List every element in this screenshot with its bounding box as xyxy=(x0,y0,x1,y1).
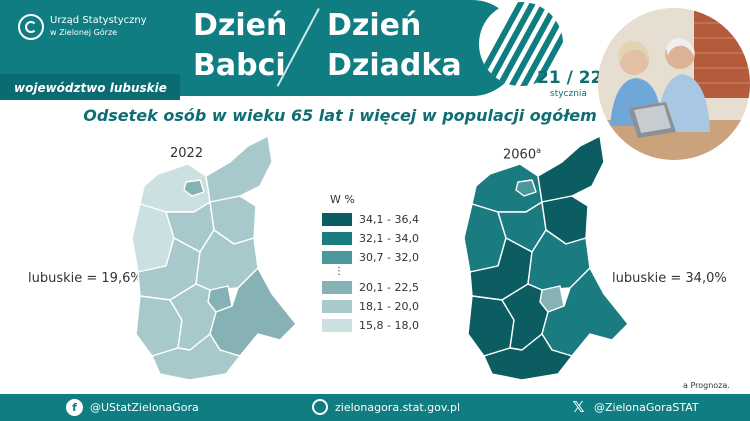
logo-icon xyxy=(18,14,44,40)
map-2060-region-far-south xyxy=(483,333,573,381)
region-banner xyxy=(0,74,180,100)
legend-label: 32,1 - 34,0 xyxy=(359,232,419,245)
twitter-handle: @ZielonaGoraSTAT xyxy=(594,401,699,414)
statistics-office-logo[interactable]: Urząd Statystyczny w Zielonej Górze xyxy=(18,14,147,40)
map-2060-city-north xyxy=(515,179,537,197)
date-days: 21 / 22 xyxy=(537,68,603,88)
chart-subtitle: Odsetek osób w wieku 65 lat i więcej w p… xyxy=(83,106,597,125)
title-right-line2: Dziadka xyxy=(327,48,462,83)
legend-label: 15,8 - 18,0 xyxy=(359,319,419,332)
legend-item: 15,8 - 18,0 xyxy=(322,316,419,335)
legend-swatch xyxy=(322,213,352,226)
footer: f @UStatZielonaGora zielonagora.stat.gov… xyxy=(0,394,750,421)
footnote: a Prognoza. xyxy=(683,381,730,390)
legend-swatch xyxy=(322,251,352,264)
header: Urząd Statystyczny w Zielonej Górze woje… xyxy=(0,0,750,104)
legend-item: 20,1 - 22,5 xyxy=(322,278,419,297)
globe-icon xyxy=(312,399,328,415)
map-2060-year-value: 2060 xyxy=(503,147,537,163)
map-2060-year-note: a xyxy=(536,146,541,155)
legend-label: 34,1 - 36,4 xyxy=(359,213,419,226)
website-url: zielonagora.stat.gov.pl xyxy=(335,400,461,414)
logo-line1: Urząd Statystyczny xyxy=(50,15,147,26)
map-2022-statistic: lubuskie = 19,6% xyxy=(28,271,143,286)
legend-item: 18,1 - 20,0 xyxy=(322,297,419,316)
twitter-link[interactable]: 𝕏 @ZielonaGoraSTAT xyxy=(570,398,699,416)
map-legend: W % 34,1 - 36,4 32,1 - 34,0 30,7 - 32,0 … xyxy=(322,193,419,335)
map-2022-region-far-south xyxy=(151,333,241,381)
website-link[interactable]: zielonagora.stat.gov.pl xyxy=(312,399,460,415)
date-month: stycznia xyxy=(550,89,587,99)
legend-ellipsis: ⋮ xyxy=(334,266,344,277)
decorative-stripes xyxy=(479,2,563,86)
map-2022-region-north-east xyxy=(205,135,273,203)
title-left-line2: Babci xyxy=(193,48,286,83)
facebook-link[interactable]: f @UStatZielonaGora xyxy=(66,399,199,416)
map-2060-statistic: lubuskie = 34,0% xyxy=(612,271,727,286)
legend-item: 34,1 - 36,4 xyxy=(322,210,419,229)
legend-item: 32,1 - 34,0 xyxy=(322,229,419,248)
legend-swatch xyxy=(322,232,352,245)
map-2022-city-north xyxy=(183,179,205,197)
region-label: województwo lubuskie xyxy=(14,81,167,95)
map-2060 xyxy=(463,135,629,381)
legend-swatch xyxy=(322,300,352,313)
legend-label: 30,7 - 32,0 xyxy=(359,251,419,264)
map-2022 xyxy=(131,135,297,381)
title-grandfathers-day: Dzień Dziadka xyxy=(327,6,462,86)
legend-swatch xyxy=(322,281,352,294)
map-2060-region-north-east xyxy=(537,135,605,203)
title-grandmothers-day: Dzień Babci xyxy=(193,6,287,86)
x-logo-icon: 𝕏 xyxy=(572,398,585,416)
legend-title: W % xyxy=(330,193,355,206)
facebook-handle: @UStatZielonaGora xyxy=(90,401,199,414)
title-right-line1: Dzień xyxy=(327,8,422,43)
logo-line2: w Zielonej Górze xyxy=(50,28,118,37)
legend-label: 18,1 - 20,0 xyxy=(359,300,419,313)
facebook-icon: f xyxy=(66,399,83,416)
map-2060-year: 2060a xyxy=(503,146,541,162)
legend-swatch xyxy=(322,319,352,332)
map-2022-year: 2022 xyxy=(170,146,204,161)
title-left-line1: Dzień xyxy=(193,8,288,43)
legend-item: 30,7 - 32,0 xyxy=(322,248,419,267)
legend-label: 20,1 - 22,5 xyxy=(359,281,419,294)
